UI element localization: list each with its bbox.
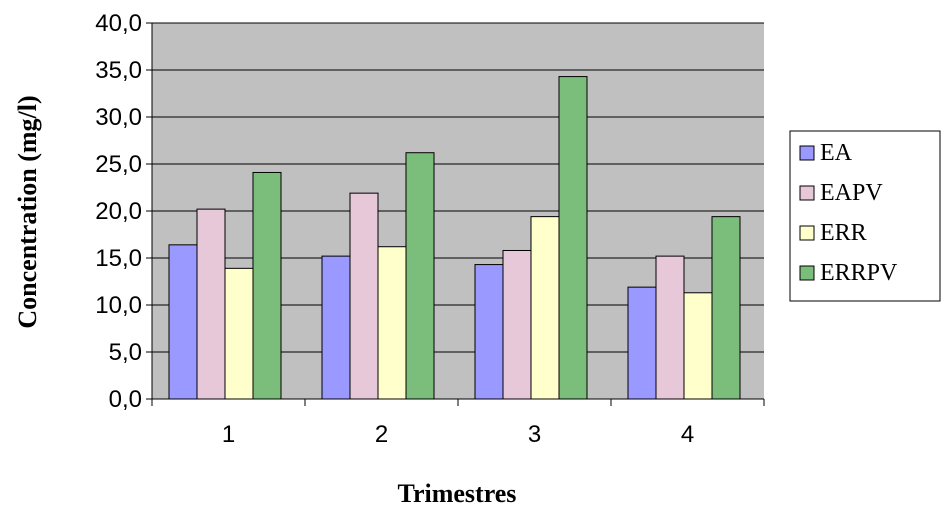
bar-ea-1: [168, 244, 198, 400]
x-tick-labels: 1 2 3 4: [222, 421, 694, 448]
bar-eapv-2: [349, 192, 379, 400]
bar-ea-4: [627, 286, 657, 400]
bar-errpv-2: [405, 152, 435, 400]
legend: EA EAPV ERR ERRPV: [789, 130, 941, 302]
x-tick-label: 4: [681, 421, 694, 448]
y-tick-label: 10,0: [95, 292, 142, 319]
bar-errpv-4: [711, 216, 741, 400]
legend-swatch-eapv: [799, 185, 815, 201]
bar-eapv-3: [502, 249, 532, 400]
bar-errpv-1: [252, 171, 282, 400]
bar-ea-3: [474, 264, 504, 400]
legend-label-err: ERR: [820, 220, 867, 246]
y-tick-label: 35,0: [95, 57, 142, 84]
legend-label-errpv: ERRPV: [820, 260, 898, 286]
y-axis-title: Concentration (mg/l): [13, 95, 42, 328]
x-tick-label: 1: [222, 421, 235, 448]
bar-eapv-4: [655, 255, 685, 400]
legend-swatch-ea: [799, 145, 815, 161]
y-tick-label: 5,0: [109, 339, 142, 366]
bar-err-2: [377, 246, 407, 400]
legend-swatch-err: [799, 225, 815, 241]
x-tick-label: 2: [375, 421, 388, 448]
axes: [146, 22, 765, 406]
y-tick-label: 0,0: [109, 386, 142, 413]
y-tick-label: 30,0: [95, 104, 142, 131]
x-axis-title: Trimestres: [398, 479, 517, 508]
y-tick-label: 25,0: [95, 151, 142, 178]
y-tick-label: 15,0: [95, 245, 142, 272]
bar-errpv-3: [558, 76, 588, 400]
legend-swatch-errpv: [799, 265, 815, 281]
bars: [168, 76, 741, 400]
bar-ea-2: [321, 255, 351, 400]
y-tick-label: 40,0: [95, 10, 142, 37]
legend-label-ea: EA: [820, 140, 853, 166]
bar-eapv-1: [196, 208, 226, 400]
y-tick-labels: 0,0 5,0 10,0 15,0 20,0 25,0 30,0 35,0 40,0: [95, 10, 142, 413]
bar-err-3: [530, 216, 560, 400]
x-tick-label: 3: [528, 421, 541, 448]
legend-box: [789, 130, 941, 302]
y-tick-label: 20,0: [95, 198, 142, 225]
legend-label-eapv: EAPV: [820, 180, 883, 206]
bar-err-1: [224, 267, 254, 400]
bar-err-4: [683, 292, 713, 400]
